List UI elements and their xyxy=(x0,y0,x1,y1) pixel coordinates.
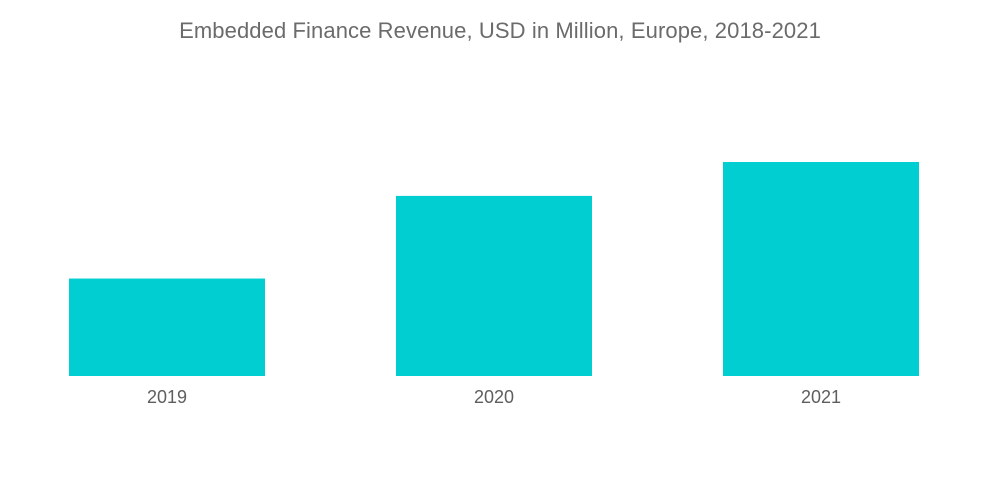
x-tick-label-2020: 2020 xyxy=(474,387,514,407)
x-tick-label-2021: 2021 xyxy=(801,387,841,407)
x-tick-label-2019: 2019 xyxy=(147,387,187,407)
chart-title: Embedded Finance Revenue, USD in Million… xyxy=(179,18,821,43)
bars-layer xyxy=(69,162,919,376)
bar-2021 xyxy=(723,162,919,376)
bar-2020 xyxy=(396,195,592,376)
bar-2019 xyxy=(69,278,265,376)
tick-labels-layer: 2019 2020 2021 xyxy=(147,387,841,407)
